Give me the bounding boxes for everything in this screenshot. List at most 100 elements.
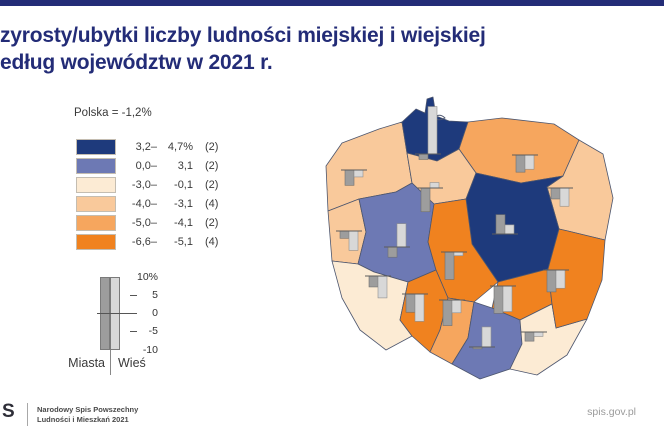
mini-chart-kujawsko-pomorskie <box>417 182 443 213</box>
legend-range-lo: 3,2– <box>135 140 157 153</box>
bar-miasta-opolskie <box>405 293 416 313</box>
map-container <box>316 92 656 392</box>
key-tick-minus5 <box>130 331 137 332</box>
bar-wies-podkarpackie <box>533 331 544 337</box>
bar-wies-mazowieckie <box>504 224 515 235</box>
mini-chart-podkarpackie <box>521 331 547 342</box>
reference-value-label: Polska = -1,2% <box>74 107 152 119</box>
bar-miasta-podkarpackie <box>524 331 535 342</box>
legend-swatch <box>76 233 116 250</box>
legend-swatch <box>76 157 116 174</box>
footer-org-line1: Narodowy Spis Powszechny <box>37 405 139 414</box>
legend-range-hi: -0,1 <box>174 178 193 191</box>
bar-wies-pomorskie <box>427 106 438 155</box>
bar-miasta-swietokrzyskie <box>493 285 504 314</box>
mini-bar-key: Miasta Wieś 10% 5 0 -5 -10 <box>68 270 210 395</box>
legend-swatch <box>76 138 116 155</box>
mini-chart-lodzkie <box>441 251 467 280</box>
bar-wies-opolskie <box>414 293 425 322</box>
bar-miasta-zachodniopomorskie <box>344 169 355 186</box>
bar-wies-lubuskie <box>348 230 359 251</box>
footer-divider <box>27 403 28 426</box>
bar-wies-wielkopolskie <box>396 223 407 248</box>
legend-range-lo: -3,0– <box>131 178 157 191</box>
top-accent-bar <box>0 0 664 6</box>
poland-map <box>325 96 614 380</box>
mini-chart-lubuskie <box>336 230 362 251</box>
legend-range-hi: 4,7% <box>167 140 193 153</box>
key-tick-5 <box>130 295 137 296</box>
legend-row-0: 3,2– 4,7% (2) <box>76 137 218 156</box>
page-title: zyrosty/ubytki liczby ludności miejskiej… <box>0 22 600 76</box>
bar-miasta-lubelskie <box>546 269 557 293</box>
bar-wies-dolnoslaskie <box>377 275 388 299</box>
bar-miasta-dolnoslaskie <box>368 275 379 288</box>
key-tick-label--10: -10 <box>142 344 158 356</box>
region-lubelskie <box>547 228 606 329</box>
legend-range-hi: 3,1 <box>177 159 193 172</box>
mini-chart-lubelskie <box>543 269 569 293</box>
key-series-divider <box>110 350 111 375</box>
legend-swatch <box>76 195 116 212</box>
mini-chart-dolnoslaskie <box>365 275 391 299</box>
key-tick-label-10: 10% <box>136 271 158 283</box>
key-zero-line <box>97 313 137 314</box>
mini-chart-pomorskie <box>415 106 441 160</box>
legend-row-3: -4,0– -3,1 (4) <box>76 194 218 213</box>
legend-swatch <box>76 214 116 231</box>
bar-miasta-warminsko-mazurskie <box>515 154 526 173</box>
legend-count: (4) <box>205 235 219 248</box>
bar-miasta-slaskie <box>442 299 453 326</box>
choropleth-legend: 3,2– 4,7% (2) 0,0– 3,1 (2) -3,0– -0,1 (2) -4,0– -3… <box>76 137 218 251</box>
legend-count: (4) <box>205 197 219 210</box>
bar-wies-zachodniopomorskie <box>353 169 364 178</box>
legend-count: (2) <box>205 159 219 172</box>
bar-miasta-wielkopolskie <box>387 246 398 258</box>
footer-org-line2: Ludności i Mieszkań 2021 <box>37 414 129 424</box>
legend-range-hi: -5,1 <box>174 235 193 248</box>
bar-wies-kujawsko-pomorskie <box>429 182 440 189</box>
bar-miasta-lodzkie <box>444 251 455 280</box>
legend-range-lo: -5,0– <box>131 216 157 229</box>
mini-chart-podlaskie <box>547 187 573 207</box>
legend-row-2: -3,0– -0,1 (2) <box>76 175 218 194</box>
bar-miasta-lubuskie <box>339 230 350 239</box>
mini-chart-swietokrzyskie <box>490 285 516 314</box>
legend-row-4: -5,0– -4,1 (2) <box>76 213 218 232</box>
legend-count: (2) <box>205 140 219 153</box>
bar-wies-malopolskie <box>481 326 492 348</box>
footer-site-url: spis.gov.pl <box>587 406 636 418</box>
legend-row-1: 0,0– 3,1 (2) <box>76 156 218 175</box>
bar-wies-podlaskie <box>559 187 570 207</box>
mini-chart-mazowieckie <box>492 214 518 235</box>
key-label-wies: Wieś <box>118 356 146 370</box>
key-tick-label-0: 0 <box>152 307 158 319</box>
mini-chart-wielkopolskie <box>384 223 410 258</box>
page-title-line1: zyrosty/ubytki liczby ludności miejskiej… <box>0 24 486 47</box>
mini-chart-zachodniopomorskie <box>341 169 367 186</box>
key-tick-label-5: 5 <box>152 289 158 301</box>
mini-chart-malopolskie <box>469 326 495 350</box>
legend-range-hi: -4,1 <box>174 216 193 229</box>
legend-range-lo: -4,0– <box>131 197 157 210</box>
legend-range-lo: 0,0– <box>135 159 157 172</box>
bar-wies-lubelskie <box>555 269 566 289</box>
bar-miasta-kujawsko-pomorskie <box>420 187 431 213</box>
legend-swatch <box>76 176 116 193</box>
footer-org-text: Narodowy Spis Powszechny Ludności i Mies… <box>37 405 138 424</box>
bar-wies-slaskie <box>451 299 462 314</box>
legend-range-lo: -6,6– <box>131 235 157 248</box>
bar-miasta-mazowieckie <box>495 214 506 235</box>
mini-chart-warminsko-mazurskie <box>512 154 538 173</box>
mini-chart-opolskie <box>402 293 428 322</box>
legend-range-hi: -3,1 <box>174 197 193 210</box>
bar-miasta-pomorskie <box>418 153 429 160</box>
bar-wies-swietokrzyskie <box>502 285 513 312</box>
key-label-miasta: Miasta <box>68 356 105 370</box>
page-title-line2: edług województw w 2021 r. <box>0 51 273 74</box>
bar-miasta-podlaskie <box>550 187 561 200</box>
legend-row-5: -6,6– -5,1 (4) <box>76 232 218 251</box>
legend-count: (2) <box>205 178 219 191</box>
bar-wies-warminsko-mazurskie <box>524 154 535 170</box>
